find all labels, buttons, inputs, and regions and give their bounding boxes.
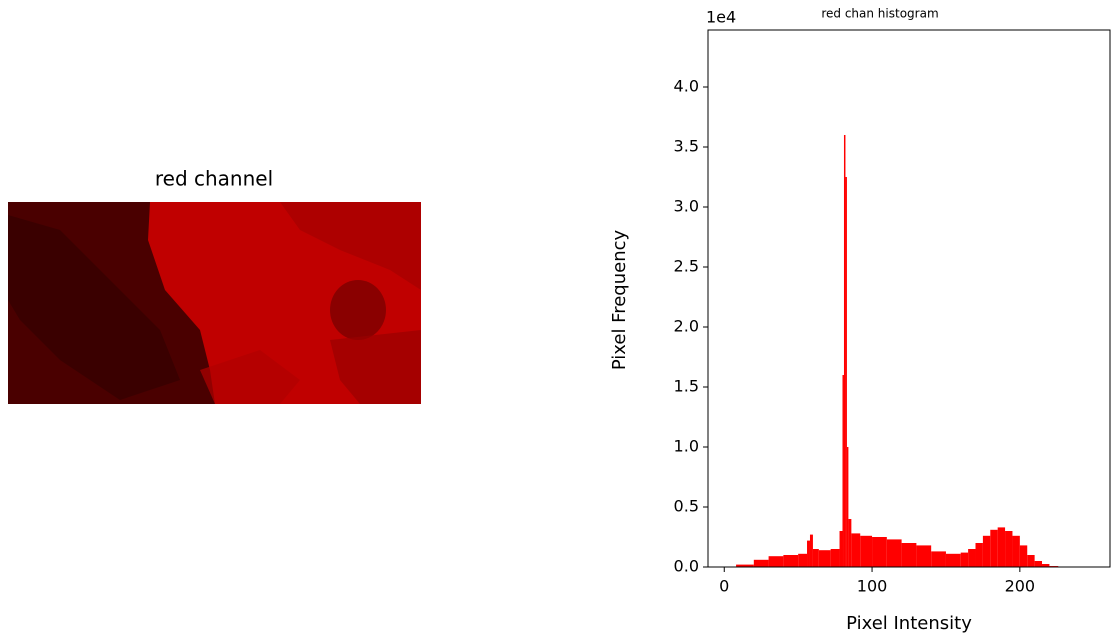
- red-channel-image: [8, 202, 421, 404]
- histogram-bar: [946, 554, 961, 567]
- histogram-bar: [968, 549, 975, 567]
- histogram-bar: [754, 560, 769, 567]
- y-tick-label: 2.5: [674, 257, 699, 276]
- y-tick-label: 1.5: [674, 377, 699, 396]
- y-tick-label: 1.0: [674, 437, 699, 456]
- y-axis-label: Pixel Frequency: [609, 229, 630, 370]
- histogram-bar: [831, 549, 840, 567]
- x-tick-label: 200: [1005, 577, 1036, 596]
- histogram-bar: [807, 541, 810, 567]
- histogram-bar: [1027, 555, 1034, 567]
- histogram-bar: [851, 533, 860, 567]
- figure: red channel red chan histogram 1e4 Pixel…: [0, 0, 1112, 638]
- histogram-bar: [783, 555, 798, 567]
- histogram-bar: [1012, 536, 1019, 567]
- histogram-bar: [842, 375, 843, 567]
- axes-frame: [708, 30, 1110, 567]
- histogram-bar: [998, 527, 1005, 567]
- histogram-bar: [819, 550, 831, 567]
- histogram-bar: [1020, 545, 1027, 567]
- histogram-bar: [1005, 531, 1012, 567]
- histogram-title: red chan histogram: [821, 7, 938, 21]
- histogram-bar: [931, 551, 946, 567]
- histogram-bar: [813, 549, 819, 567]
- histogram-bar: [845, 177, 846, 567]
- histogram-bar: [860, 536, 872, 567]
- histogram-bar: [844, 135, 845, 567]
- histogram-bar: [798, 554, 807, 567]
- histogram-bar: [1035, 561, 1042, 567]
- histogram-bar: [916, 545, 931, 567]
- histogram-bar: [848, 519, 851, 567]
- x-axis-label: Pixel Intensity: [846, 613, 972, 634]
- histogram-bar: [769, 556, 784, 567]
- histogram-bar: [902, 543, 917, 567]
- offset-text: 1e4: [706, 8, 736, 27]
- x-tick-label: 0: [719, 577, 729, 596]
- y-tick-label: 4.0: [674, 77, 699, 96]
- histogram-bar: [810, 535, 813, 567]
- y-tick-label: 3.5: [674, 137, 699, 156]
- histogram-bar: [976, 543, 983, 567]
- histogram-bar: [983, 536, 990, 567]
- histogram-bar: [847, 447, 848, 567]
- histogram-bar: [840, 531, 843, 567]
- y-tick-label: 2.0: [674, 317, 699, 336]
- x-tick-label: 100: [857, 577, 888, 596]
- y-tick-label: 0.0: [674, 557, 699, 576]
- histogram-bar: [887, 539, 902, 567]
- histogram-bar: [961, 553, 968, 567]
- y-tick-label: 3.0: [674, 197, 699, 216]
- image-title: red channel: [155, 167, 273, 191]
- histogram-bar: [872, 537, 887, 567]
- dark-blob: [330, 280, 386, 340]
- y-tick-label: 0.5: [674, 497, 699, 516]
- histogram-bar: [990, 530, 997, 567]
